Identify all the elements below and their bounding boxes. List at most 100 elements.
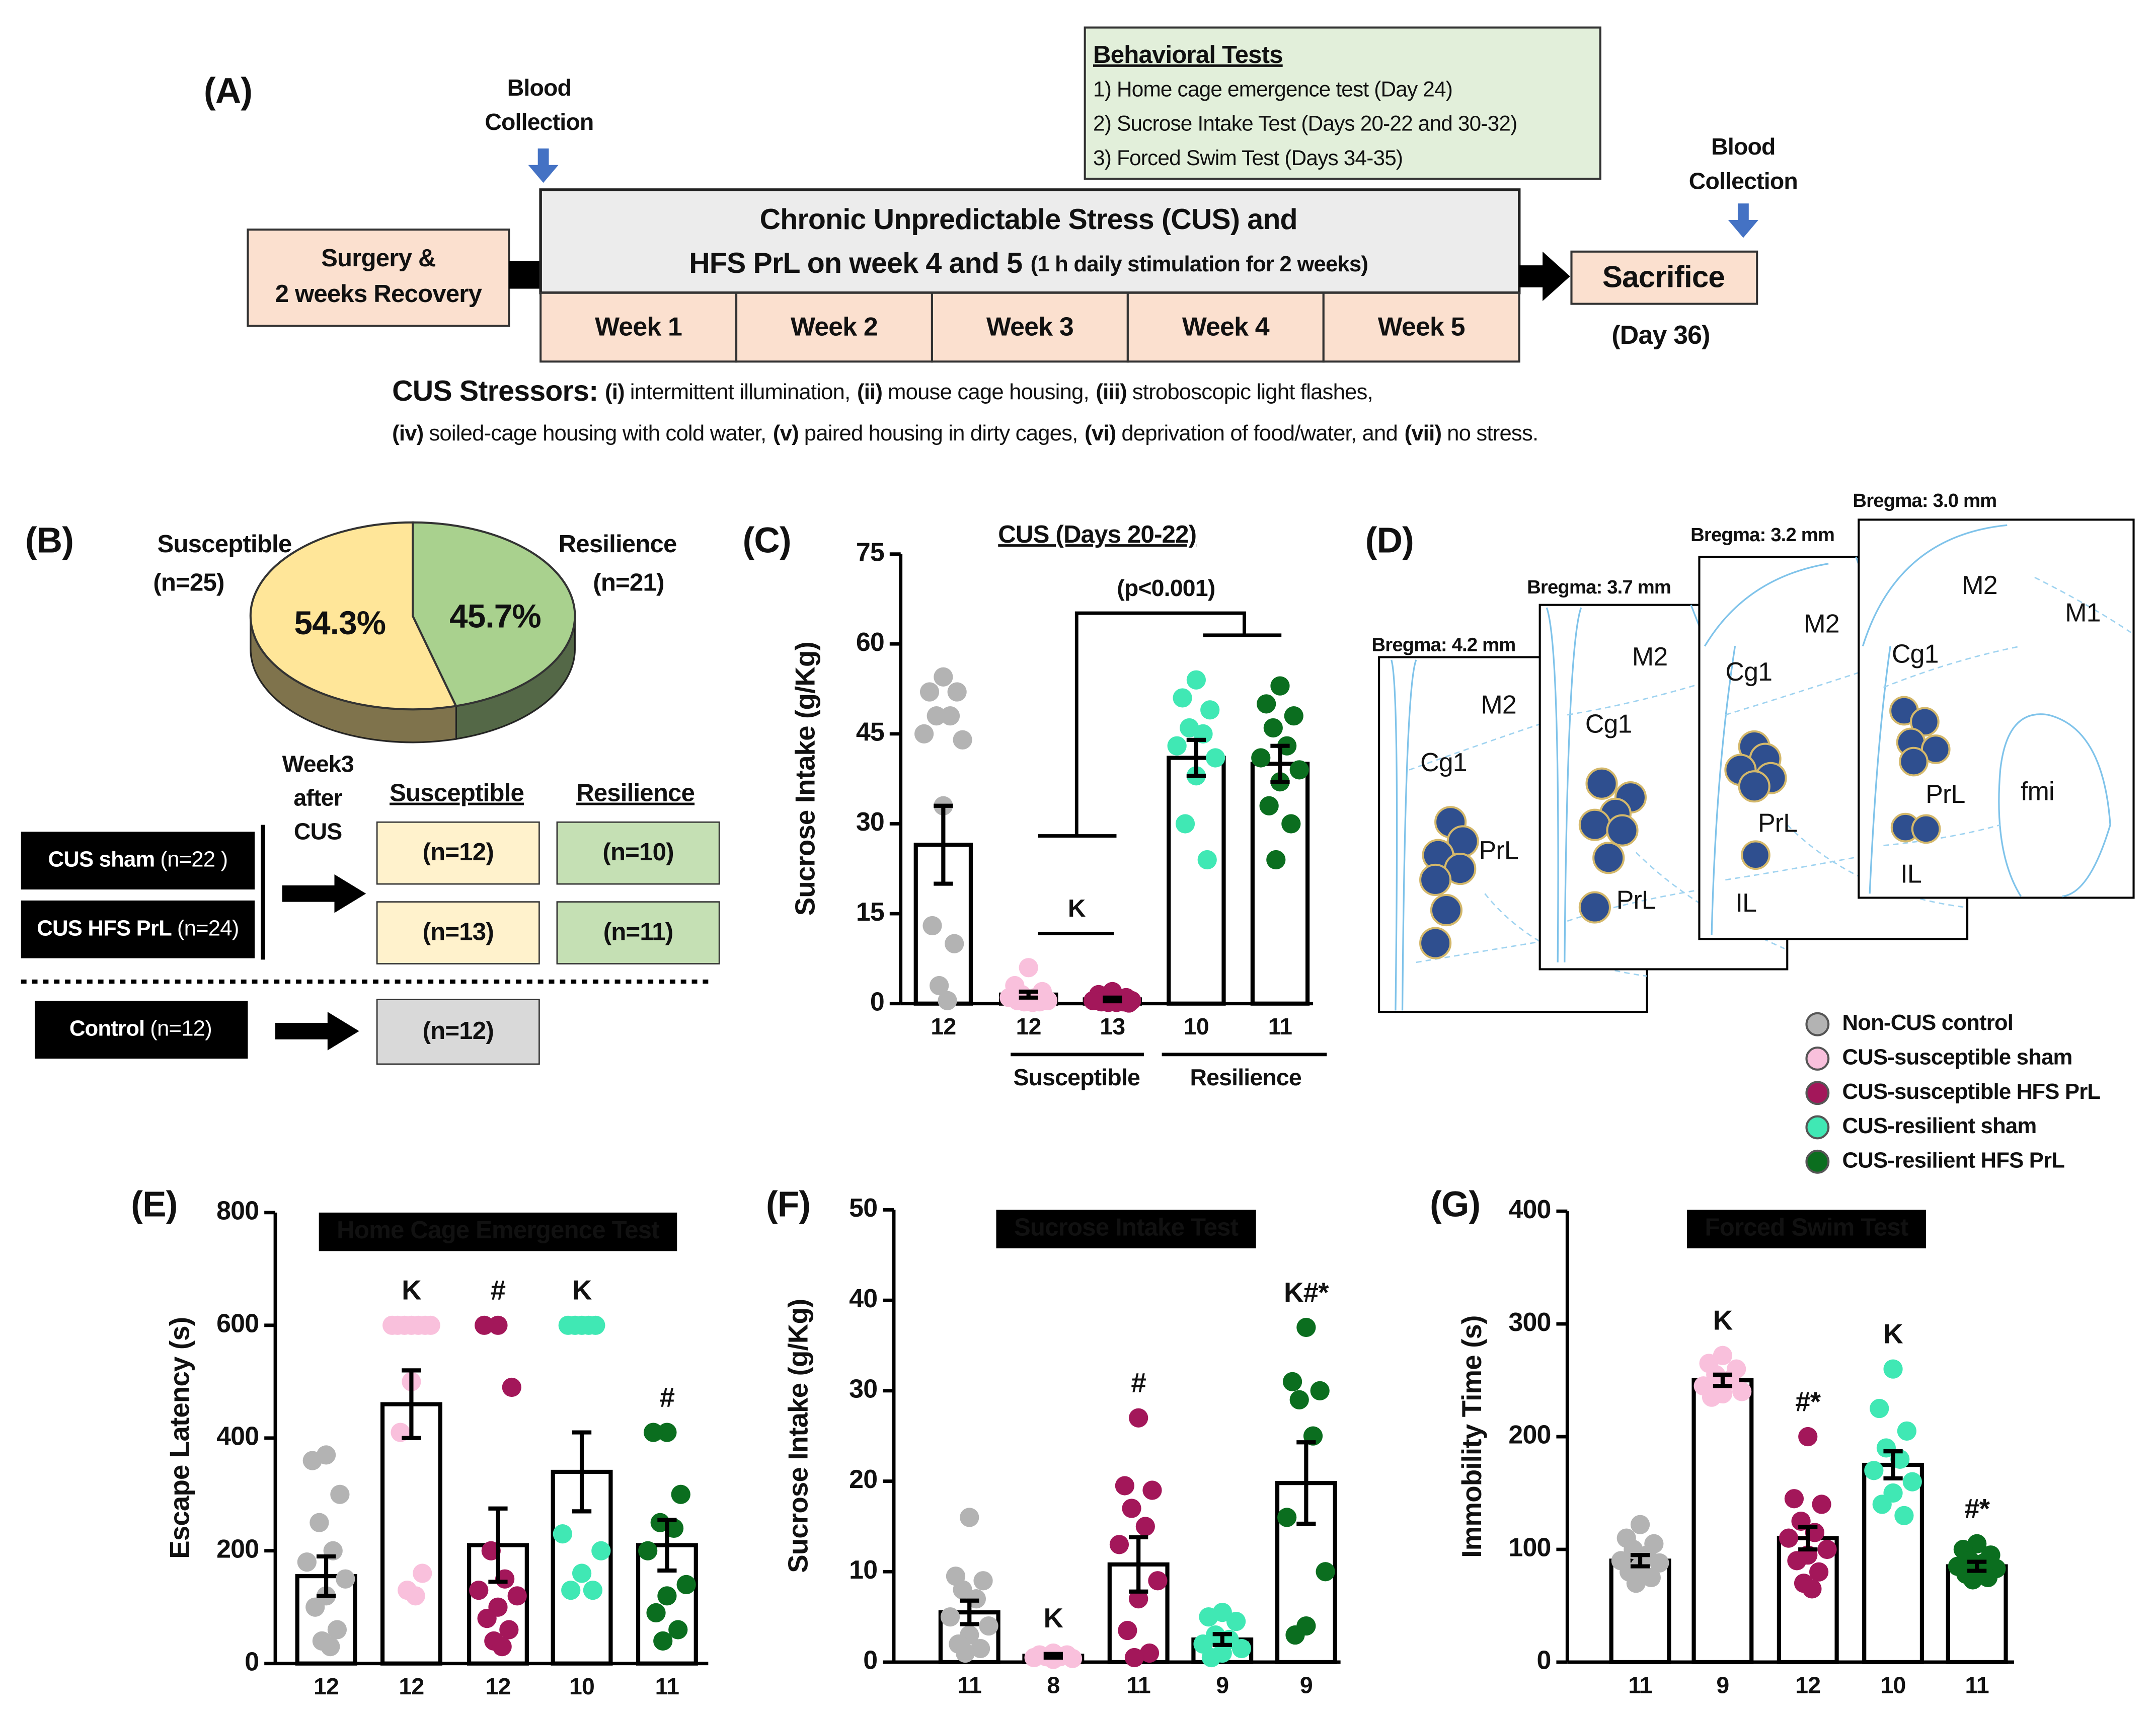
x-tick-label: 9	[1716, 1672, 1729, 1698]
legend-label: CUS-susceptible sham	[1842, 1045, 2072, 1070]
y-tick-label: 100	[1508, 1533, 1551, 1562]
data-point	[970, 1638, 990, 1659]
error-bar	[1129, 1535, 1148, 1594]
y-tick-label: 40	[849, 1284, 877, 1313]
error-bar	[1212, 1632, 1232, 1647]
legend-label: CUS-resilient sham	[1842, 1113, 2037, 1138]
data-point	[934, 667, 953, 687]
x-tick-label: 10	[569, 1673, 594, 1699]
region-label: M2	[1481, 690, 1516, 719]
data-point	[955, 1643, 975, 1663]
data-point	[1732, 1382, 1752, 1401]
group-n: (n=12)	[150, 1016, 212, 1040]
pie-category: Resilience	[559, 530, 677, 558]
y-tick-label: 300	[1508, 1307, 1551, 1336]
y-tick-label: 800	[216, 1196, 259, 1225]
surgery-text: 2 weeks Recovery	[275, 280, 483, 308]
blood-label: Collection	[1689, 168, 1798, 194]
data-point	[330, 1484, 350, 1504]
data-point	[1200, 700, 1220, 720]
y-axis-label: Sucrose Intake (g/Kg)	[790, 642, 820, 916]
data-point	[676, 1575, 696, 1595]
error-bar	[1713, 1372, 1733, 1388]
data-point	[1289, 760, 1309, 780]
y-tick-label: 45	[856, 717, 884, 747]
sacrifice-box	[1570, 250, 1758, 305]
data-point	[668, 1620, 688, 1640]
data-point	[1872, 1495, 1892, 1514]
x-tick-label: 12	[399, 1673, 424, 1699]
legend-marker	[1805, 1081, 1830, 1105]
data-point	[1259, 796, 1279, 815]
stressor-num: (ii)	[857, 380, 882, 404]
group-box	[21, 832, 255, 890]
x-tick-label: 11	[958, 1672, 981, 1698]
brackets	[1011, 611, 1327, 1057]
stressor-num: (v)	[773, 421, 799, 445]
atlas-slice	[1858, 518, 2135, 899]
data-point	[421, 1315, 440, 1335]
surgery-text: Surgery &	[321, 244, 436, 272]
legend-marker	[1805, 1012, 1830, 1036]
data-point	[1285, 1625, 1305, 1645]
bar	[380, 1402, 442, 1666]
stressor-text: deprivation of food/water, and	[1121, 421, 1398, 445]
cell-label: (n=12)	[423, 1017, 494, 1045]
group-label: Control (n=12)	[69, 1016, 212, 1040]
x-tick-label: 11	[1268, 1013, 1292, 1039]
group-n: (n=22 )	[160, 847, 227, 871]
week-label: Week 4	[1182, 312, 1270, 341]
data-point	[1129, 1408, 1148, 1428]
title-box	[319, 1212, 677, 1251]
data-point	[553, 1524, 572, 1544]
week-label: Week 1	[595, 312, 682, 341]
data-point	[671, 1484, 690, 1504]
data-point	[919, 682, 940, 702]
data-point	[1787, 1551, 1807, 1571]
stressor-text: intermittent illumination,	[630, 380, 851, 404]
data-point	[572, 1563, 592, 1583]
cell-label: (n=10)	[602, 838, 673, 866]
cell	[376, 901, 540, 964]
data-point	[1175, 814, 1195, 834]
cell	[556, 821, 720, 885]
data-point	[1277, 1508, 1297, 1527]
legend-label: CUS-susceptible HFS PrL	[1842, 1079, 2101, 1104]
data-point	[960, 1508, 979, 1527]
data-point	[1167, 736, 1187, 756]
annotation: K	[572, 1275, 592, 1306]
group-label: Susceptible	[1014, 1064, 1140, 1090]
data-point	[565, 1315, 585, 1335]
pie-side-shade	[456, 616, 575, 739]
y-tick-label: 0	[863, 1646, 877, 1675]
data-point	[1870, 1398, 1889, 1419]
week-label: Week 2	[791, 312, 878, 341]
y-tick-label: 60	[856, 627, 884, 656]
x-tick-label: 11	[1965, 1672, 1988, 1698]
group-label: CUS HFS PrL (n=24)	[37, 916, 239, 940]
data-point	[1281, 814, 1301, 834]
stressor-text: no stress.	[1447, 421, 1538, 445]
panel-label: (D)	[1365, 521, 1414, 561]
data-point	[1139, 1643, 1160, 1663]
pie-count: (n=25)	[153, 569, 224, 597]
arrow-shaft	[1519, 265, 1547, 287]
data-point	[561, 1580, 581, 1600]
data-point	[945, 934, 964, 953]
region-label: IL	[1736, 888, 1757, 917]
data-point	[1118, 1620, 1137, 1641]
y-tick-label: 600	[216, 1309, 259, 1338]
error-bar	[1103, 995, 1122, 1004]
region-label: M1	[2065, 598, 2100, 627]
data-point	[310, 1513, 329, 1532]
annotation: #*	[1964, 1494, 1990, 1524]
stressor-text: paired housing in dirty cages,	[804, 421, 1078, 445]
data-point	[1902, 1472, 1922, 1492]
week-cell	[1322, 291, 1520, 363]
stressor-num: (vi)	[1085, 421, 1116, 445]
after-label: after	[293, 784, 342, 810]
group-header: Resilience	[576, 779, 695, 807]
group-n: (n=24)	[177, 916, 239, 940]
cell	[376, 821, 540, 885]
data-point	[1310, 1381, 1330, 1400]
